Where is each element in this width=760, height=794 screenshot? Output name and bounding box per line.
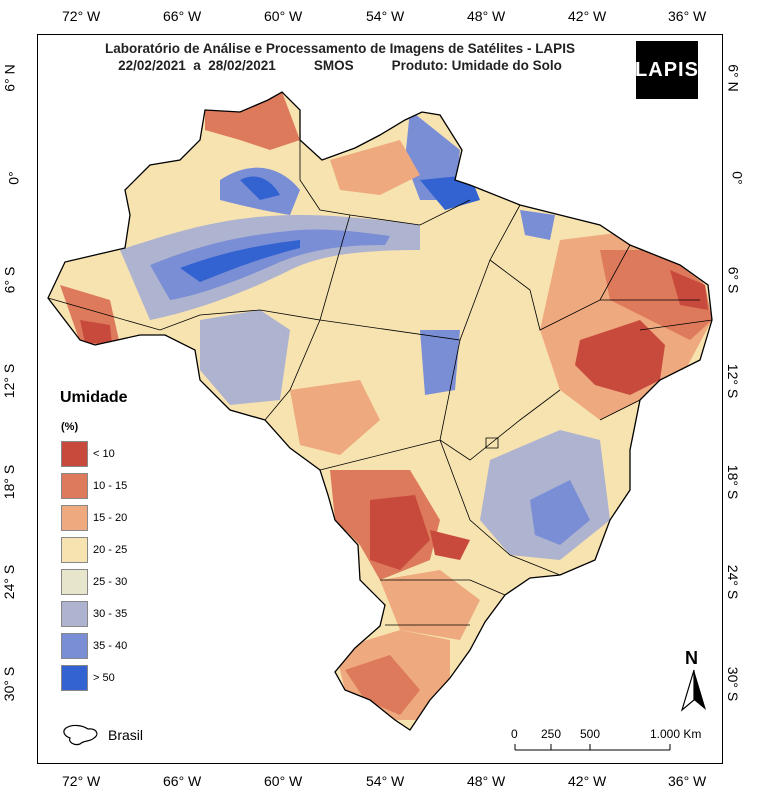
title-line-1: Laboratório de Análise e Processamento d… [105,41,575,56]
lon-label-bottom: 36° W [668,773,707,789]
scale-label: 0 [511,727,518,741]
legend-swatch [61,665,88,691]
class-15-20 [380,570,480,640]
lon-label-bottom: 42° W [568,773,607,789]
lon-label-bottom: 66° W [163,773,202,789]
title-sensor: SMOS [313,58,354,73]
legend-swatch [61,633,88,659]
lon-label-bottom: 72° W [62,773,101,789]
class-over-50 [180,240,300,282]
legend-item: 20 - 25 [61,537,261,563]
legend-label: 35 - 40 [93,640,128,652]
logo-text: LAPIS [635,58,699,81]
title-product: Produto: Umidade do Solo [391,58,562,73]
lon-label-bottom: 54° W [366,773,405,789]
title-dates: 22/02/2021 a 28/02/2021 [118,58,276,73]
legend-label: > 50 [93,672,115,684]
brazil-outline [47,91,713,731]
legend-item: 25 - 30 [61,569,261,595]
brasil-outline-icon [63,724,98,746]
legend-swatch [61,441,88,467]
class-35-40 [520,210,555,240]
legend-swatch [61,537,88,563]
class-35-40 [150,229,390,300]
scale-label: 1.000 Km [650,727,702,741]
title-line-2: 22/02/2021 a 28/02/2021 SMOS Produto: Um… [60,57,620,74]
legend-swatch [61,505,88,531]
legend-item: 35 - 40 [61,633,261,659]
legend-label: 20 - 25 [93,544,128,556]
legend-label: 15 - 20 [93,512,128,524]
legend-item: 10 - 15 [61,473,261,499]
legend-item: < 10 [61,441,261,467]
class-under-10 [430,530,470,560]
class-under-10 [370,495,430,570]
legend-swatch [61,569,88,595]
lon-label-top: 42° W [568,8,607,24]
lon-label-bottom: 60° W [264,773,303,789]
legend-label: 30 - 35 [93,608,128,620]
class-35-40 [530,480,590,545]
class-30-35 [200,310,290,405]
scale-label: 250 [541,727,562,741]
legend-item: 30 - 35 [61,601,261,627]
scale-bar [514,744,671,751]
lon-label-top: 66° W [163,8,202,24]
class-15-20 [290,380,380,455]
legend-item: 15 - 20 [61,505,261,531]
class-10-15 [600,250,712,340]
class-15-20 [330,140,420,195]
legend-swatch [61,473,88,499]
class-under-10 [575,320,665,395]
north-arrow-icon [680,669,706,712]
class-35-40 [420,330,460,395]
class-10-15 [345,655,420,715]
scale-label: 500 [580,727,601,741]
lon-label-top: 36° W [668,8,707,24]
lon-label-top: 54° W [366,8,405,24]
lapis-logo: LAPIS [635,41,699,99]
lon-label-top: 60° W [264,8,303,24]
map-title: Laboratório de Análise e Processamento d… [60,40,620,74]
legend-label: 25 - 30 [93,576,128,588]
legend-label: 10 - 15 [93,480,128,492]
north-label: N [685,648,698,668]
legend-title: Umidade [60,389,128,406]
brasil-label: Brasil [108,727,144,743]
legend-item: > 50 [61,665,261,691]
legend-unit: (%) [61,421,79,433]
legend-label: < 10 [93,448,115,460]
legend-swatch [61,601,88,627]
class-over-50 [240,176,280,200]
lon-label-top: 48° W [467,8,506,24]
lon-label-bottom: 48° W [467,773,506,789]
state-borders [47,140,713,626]
class-under-10 [80,320,112,345]
lon-label-top: 72° W [62,8,101,24]
